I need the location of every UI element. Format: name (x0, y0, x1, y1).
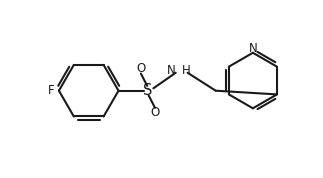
Text: F: F (48, 84, 55, 97)
Text: N: N (167, 64, 176, 77)
Text: S: S (143, 83, 153, 98)
Text: N: N (248, 42, 257, 55)
Text: O: O (136, 62, 145, 75)
Text: O: O (151, 106, 160, 119)
Text: H: H (182, 64, 191, 77)
